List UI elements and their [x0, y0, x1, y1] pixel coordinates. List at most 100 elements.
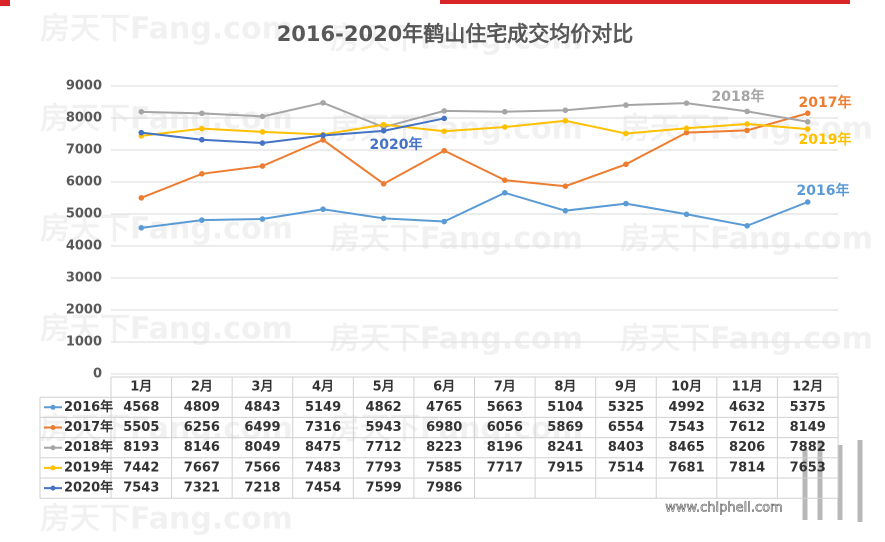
table-cell: 4632 [729, 400, 765, 415]
point [380, 181, 387, 187]
table-cell: 8146 [184, 440, 220, 455]
table-cell: 7218 [244, 481, 280, 496]
legend-marker [50, 465, 56, 471]
table-cell: 7543 [123, 481, 159, 496]
legend-label: 2016年 [64, 399, 113, 415]
site-watermark: www.chiphell.com [665, 501, 782, 516]
point [623, 130, 629, 137]
table-cell: 7442 [123, 460, 159, 475]
corner-bar [0, 0, 10, 6]
table-cell: 5375 [790, 400, 826, 415]
table-cell: 5663 [487, 400, 523, 415]
point [259, 129, 266, 135]
table-cell: 7653 [790, 460, 826, 475]
y-tick-label: 1000 [66, 335, 102, 350]
table-cell: 7717 [487, 460, 523, 475]
series-line [141, 117, 445, 145]
table-cell: 7667 [184, 460, 220, 475]
table-cell: 4568 [123, 400, 159, 415]
point [501, 189, 508, 196]
table-cell: 8241 [547, 440, 583, 455]
legend-label: 2019年 [64, 459, 113, 475]
point [562, 207, 569, 214]
table-cell: 6980 [426, 420, 462, 435]
point [683, 100, 690, 106]
point [259, 163, 266, 169]
point [441, 147, 448, 154]
y-tick-label: 9000 [66, 79, 102, 94]
table-cell: 7915 [547, 460, 583, 475]
x-tick-label: 10月 [671, 380, 702, 395]
y-tick-label: 7000 [66, 143, 102, 158]
x-tick-label: 12月 [792, 380, 823, 395]
point [623, 200, 629, 207]
series-label: 2017年 [799, 94, 852, 111]
x-tick-label: 8月 [554, 380, 576, 395]
point [804, 118, 811, 125]
point [199, 217, 205, 223]
point [259, 113, 266, 120]
point [199, 110, 205, 117]
watermark: 房天下Fang.com [330, 22, 583, 57]
table-cell: 7793 [366, 460, 402, 475]
point [320, 100, 326, 106]
table-cell: 6499 [244, 420, 280, 435]
table-cell: 7543 [668, 420, 704, 435]
point [199, 136, 205, 143]
legend-marker [50, 445, 56, 451]
x-tick-label: 1月 [130, 380, 152, 395]
watermark: 房天下Fang.com [40, 12, 293, 47]
table-cell: 7316 [305, 420, 341, 435]
y-tick-label: 2000 [66, 303, 102, 318]
table-cell: 4765 [426, 400, 462, 415]
watermark: 房天下Fang.com [40, 212, 293, 247]
table-cell: 7585 [426, 460, 462, 475]
table-cell: 8475 [305, 440, 341, 455]
point [441, 218, 448, 225]
point [380, 121, 387, 128]
series-line [141, 101, 808, 129]
table-cell: 5104 [547, 400, 583, 415]
table-cell: 5149 [305, 400, 341, 415]
point [562, 183, 569, 189]
table-cell: 7986 [426, 481, 462, 496]
watermark: 房天下Fang.com [40, 312, 293, 347]
table-cell: 8206 [729, 440, 765, 455]
point [320, 137, 326, 143]
x-tick-label: 3月 [251, 380, 273, 395]
series-label: 2018年 [712, 88, 765, 105]
point [320, 206, 326, 213]
table-cell: 7612 [729, 420, 765, 435]
series-line [140, 112, 808, 199]
point [441, 115, 448, 122]
chart-title: 2016-2020年鹤山住宅成交均价对比 [277, 22, 634, 46]
table-cell: 7681 [668, 460, 704, 475]
table-cell: 4862 [366, 400, 402, 415]
point [623, 102, 629, 108]
point [804, 110, 811, 117]
table-cell: 6554 [608, 420, 644, 435]
legend-label: 2020年 [64, 480, 113, 496]
point [441, 128, 448, 135]
table-cell: 7483 [305, 460, 341, 475]
point [562, 107, 569, 114]
watermark: 房天下Fang.com [330, 322, 583, 357]
x-tick-label: 5月 [373, 380, 395, 395]
point [138, 195, 145, 201]
point [683, 129, 690, 136]
point [744, 108, 750, 115]
point [501, 124, 508, 130]
table-cell: 7566 [244, 460, 280, 475]
series-line [141, 119, 808, 137]
table-cell: 7599 [366, 481, 402, 496]
table-cell: 8465 [668, 440, 704, 455]
legend-marker [50, 425, 56, 430]
point [683, 125, 690, 132]
table-cell: 5505 [123, 420, 159, 435]
x-tick-label: 11月 [732, 380, 763, 395]
table-cell: 8223 [426, 440, 462, 455]
y-tick-label: 4000 [66, 239, 102, 254]
point [501, 177, 508, 184]
table-cell: 4809 [184, 400, 220, 415]
point [744, 127, 750, 134]
